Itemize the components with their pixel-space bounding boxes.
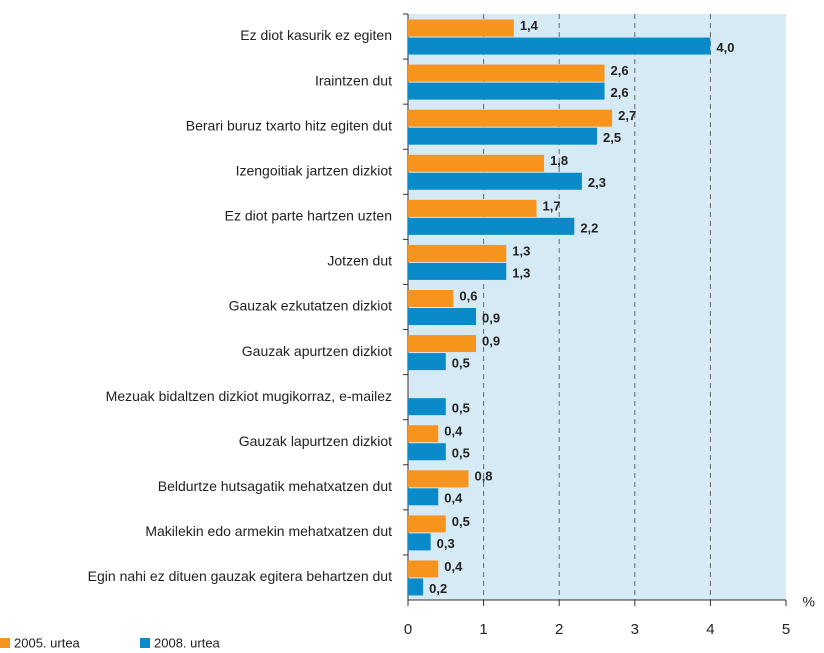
legend-swatch [140, 638, 150, 648]
value-label: 2,5 [603, 130, 621, 145]
bar [408, 154, 545, 172]
value-label: 0,9 [482, 334, 500, 349]
plot-background [408, 14, 786, 600]
category-label: Gauzak ezkutatzen dizkiot [229, 298, 393, 314]
category-label: Iraintzen dut [315, 72, 392, 88]
bar [408, 578, 424, 596]
category-label: Egin nahi ez dituen gauzak egitera behar… [88, 568, 392, 584]
value-label: 0,2 [429, 581, 447, 596]
value-label: 1,8 [550, 153, 568, 168]
category-label: Ez diot parte hartzen uzten [225, 208, 392, 224]
legend-label: 2005. urtea [14, 635, 81, 650]
bar [408, 443, 446, 461]
category-label: Berari buruz txarto hitz egiten dut [186, 117, 392, 133]
value-label: 2,7 [618, 108, 636, 123]
value-label: 0,9 [482, 310, 500, 325]
value-label: 1,7 [543, 198, 561, 213]
value-label: 0,5 [452, 446, 470, 461]
legend-label: 2008. urtea [154, 635, 221, 650]
bar [408, 488, 439, 506]
category-label: Gauzak lapurtzen dizkiot [239, 433, 392, 449]
bar [408, 353, 446, 371]
bar [408, 64, 605, 82]
bar [408, 308, 477, 325]
x-tick-label: 4 [706, 621, 714, 638]
category-label: Makilekin edo armekin mehatxatzen dut [145, 523, 392, 539]
value-label: 0,5 [452, 401, 470, 416]
value-label: 0,5 [452, 356, 470, 371]
value-label: 2,6 [611, 63, 629, 78]
category-label: Mezuak bidaltzen dizkiot mugikorraz, e-m… [106, 388, 392, 404]
bar [408, 19, 514, 37]
category-label: Izengoitiak jartzen dizkiot [236, 162, 393, 178]
bar [408, 425, 439, 443]
x-tick-label: 2 [555, 621, 563, 638]
value-label: 2,3 [588, 175, 606, 190]
bar [408, 560, 439, 578]
value-label: 2,6 [611, 85, 629, 100]
value-label: 0,4 [444, 491, 463, 506]
bar [408, 335, 477, 353]
category-label: Ez diot kasurik ez egiten [240, 27, 392, 43]
bar [408, 470, 469, 488]
x-tick-label: 3 [631, 621, 639, 638]
value-label: 0,3 [437, 536, 455, 551]
x-axis-unit: % [803, 594, 815, 610]
category-label: Gauzak apurtzen dizkiot [242, 343, 392, 359]
bar [408, 109, 613, 127]
x-tick-label: 5 [782, 621, 790, 638]
value-label: 0,4 [444, 559, 463, 574]
bar [408, 37, 711, 55]
bar [408, 398, 446, 416]
x-tick-label: 1 [479, 621, 487, 638]
bar [408, 290, 454, 307]
bar [408, 244, 507, 262]
x-tick-label: 0 [404, 621, 412, 638]
value-label: 1,4 [520, 18, 539, 33]
value-label: 0,5 [452, 514, 470, 529]
bar [408, 262, 507, 280]
value-label: 1,3 [512, 265, 530, 280]
value-label: 0,8 [474, 469, 492, 484]
bar [408, 199, 537, 217]
bar [408, 533, 431, 551]
bar [408, 515, 446, 533]
legend-swatch [0, 638, 10, 648]
value-label: 0,4 [444, 424, 463, 439]
bar [408, 217, 575, 235]
bar [408, 82, 605, 100]
bar [408, 127, 597, 145]
value-label: 2,2 [580, 220, 598, 235]
category-label: Jotzen dut [327, 253, 392, 269]
value-label: 0,6 [459, 288, 477, 303]
value-label: 1,3 [512, 243, 530, 258]
category-label: Beldurtze hutsagatik mehatxatzen dut [158, 478, 392, 494]
value-label: 4,0 [716, 40, 734, 55]
bar [408, 172, 582, 190]
